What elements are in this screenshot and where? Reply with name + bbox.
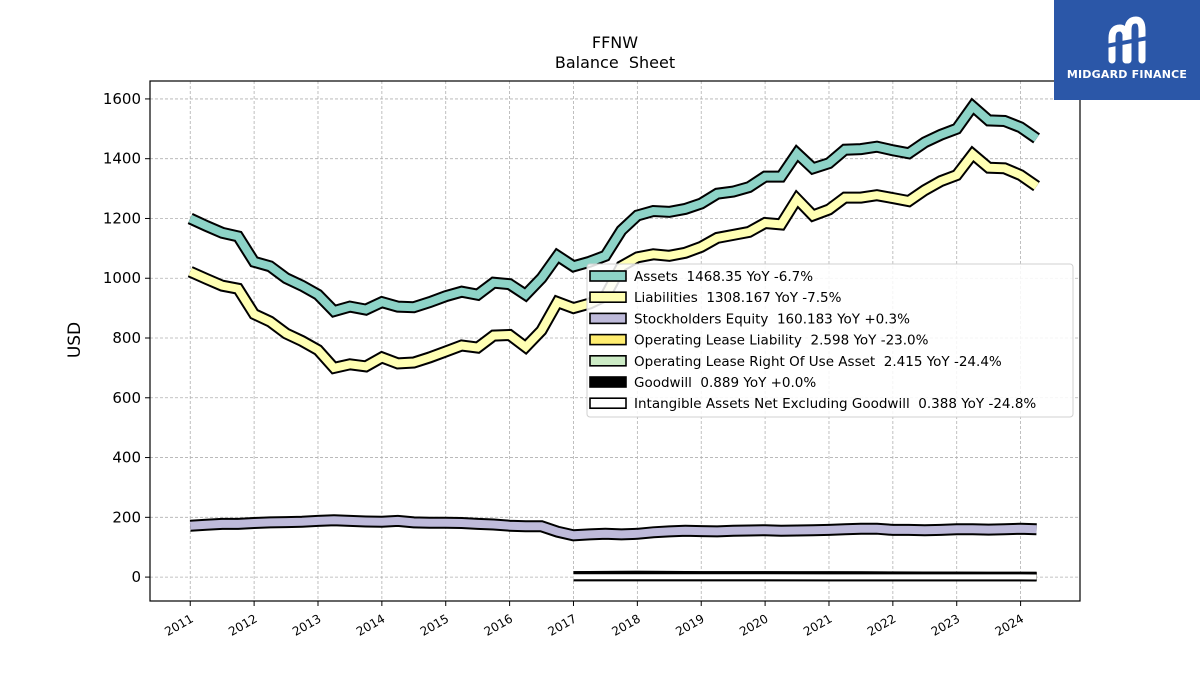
x-tick-label: 2019: [673, 611, 706, 638]
series-line: [188, 100, 1039, 316]
y-tick-label: 1000: [103, 269, 141, 287]
legend-box: [586, 263, 1074, 418]
legend-entry: Liabilities 1308.167 YoY -7.5%: [634, 290, 842, 306]
y-tick-label: 600: [112, 389, 141, 407]
series-0: [187, 97, 1041, 318]
y-tick-label: 400: [112, 449, 141, 467]
y-axis-label: USD: [65, 322, 85, 358]
y-tick-label: 0: [131, 568, 141, 586]
legend-entry: Intangible Assets Net Excluding Goodwill…: [634, 396, 1036, 412]
legend-entry: Operating Lease Right Of Use Asset 2.415…: [634, 354, 1002, 370]
x-tick-label: 2015: [418, 611, 451, 638]
x-tick-label: 2023: [929, 611, 962, 638]
x-tick-label: 2017: [546, 611, 579, 638]
x-tick-label: 2024: [993, 611, 1026, 638]
legend-swatch: [589, 291, 627, 304]
legend-entry: Assets 1468.35 YoY -6.7%: [634, 269, 813, 285]
legend-entry: Stockholders Equity 160.183 YoY +0.3%: [634, 311, 910, 327]
chart-title: FFNW: [592, 33, 638, 52]
chart-subtitle: Balance Sheet: [555, 53, 675, 72]
legend-swatch: [589, 270, 627, 282]
logo-mark-icon: [1105, 16, 1149, 64]
legend-swatch: [589, 376, 627, 388]
x-tick-label: 2012: [226, 611, 259, 638]
plot-frame: [149, 80, 1081, 602]
x-tick-label: 2013: [290, 611, 323, 638]
x-tick-label: 2011: [162, 611, 195, 638]
x-tick-label: 2020: [737, 611, 770, 638]
legend-swatch: [589, 354, 627, 367]
legend-swatch: [589, 397, 627, 410]
legend-entry: Goodwill 0.889 YoY +0.0%: [634, 375, 816, 391]
y-tick-label: 1400: [103, 150, 141, 168]
legend-swatch: [589, 312, 627, 325]
logo-wordmark: MIDGARD FINANCE: [1066, 68, 1188, 81]
x-tick-label: 2016: [482, 611, 515, 638]
midgard-finance-logo: MIDGARD FINANCE: [1054, 0, 1200, 100]
y-tick-label: 800: [112, 329, 141, 347]
series-line: [189, 516, 1037, 540]
legend: Assets 1468.35 YoY -6.7% Liabilities 1308…: [586, 263, 1074, 418]
series-2: [189, 514, 1037, 542]
legend-swatch: [589, 333, 627, 346]
y-tick-label: 1600: [103, 90, 141, 108]
series-lines: [187, 97, 1041, 582]
x-tick-label: 2014: [354, 611, 387, 638]
y-tick-label: 200: [112, 508, 141, 526]
x-tick-label: 2018: [609, 611, 642, 638]
x-tick-label: 2022: [865, 611, 898, 638]
x-tick-label: 2021: [801, 611, 834, 638]
legend-entry: Operating Lease Liability 2.598 YoY -23.…: [634, 333, 929, 349]
y-tick-label: 1200: [103, 209, 141, 227]
